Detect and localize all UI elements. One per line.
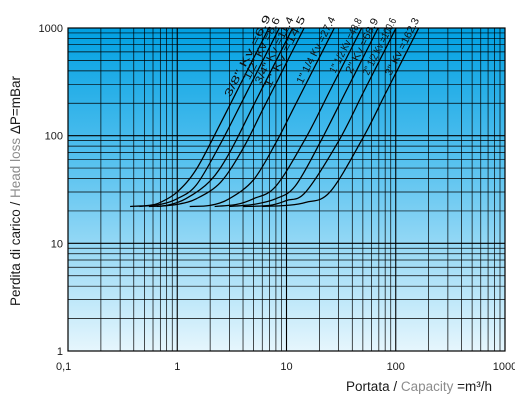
y-axis-title: Perdita di carico / Head loss ΔP=mBar bbox=[8, 75, 23, 306]
y-tick-label: 1 bbox=[57, 346, 63, 358]
x-axis-title: Portata / Capacity =m³/h bbox=[346, 379, 492, 394]
x-tick-label: 1000 bbox=[493, 361, 515, 373]
x-tick-labels: 0,1 1 10 100 1000 bbox=[56, 361, 515, 373]
curves bbox=[130, 28, 420, 208]
x-tick-label: 0,1 bbox=[56, 361, 71, 373]
curve bbox=[262, 28, 420, 208]
y-tick-label: 1000 bbox=[39, 23, 63, 35]
curve bbox=[214, 28, 363, 208]
x-tick-label: 10 bbox=[280, 361, 292, 373]
y-tick-labels: 1 10 100 1000 bbox=[39, 23, 63, 358]
y-tick-label: 100 bbox=[45, 131, 63, 143]
y-tick-label: 10 bbox=[51, 238, 63, 250]
x-tick-label: 100 bbox=[387, 361, 405, 373]
curve bbox=[229, 28, 379, 208]
curve bbox=[139, 28, 280, 208]
plot-frame bbox=[67, 27, 506, 352]
curve bbox=[243, 28, 397, 208]
curve bbox=[156, 28, 305, 208]
x-tick-label: 1 bbox=[174, 361, 180, 373]
curve bbox=[189, 28, 335, 208]
grid bbox=[68, 28, 505, 351]
